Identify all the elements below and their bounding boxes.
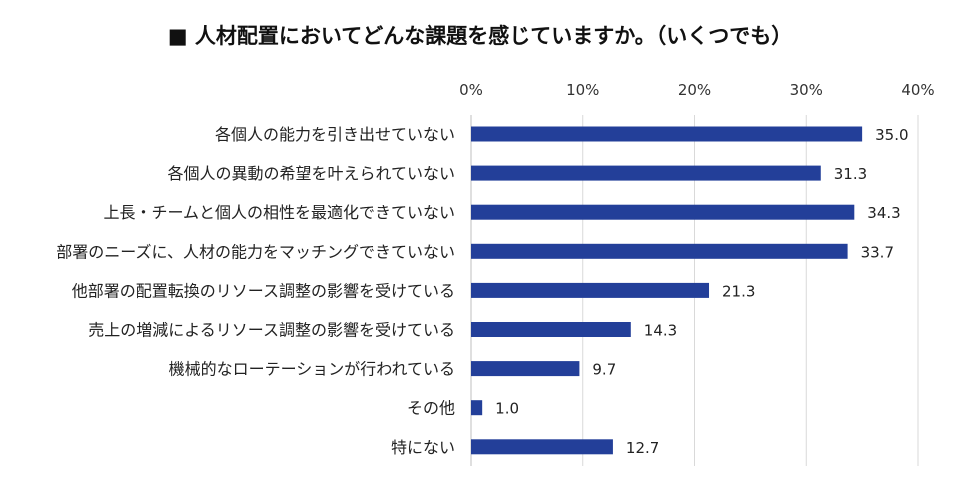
category-label: 機械的なローテーションが行われている [169, 360, 455, 379]
data-label: 21.3 [722, 282, 755, 300]
value-labels: 35.0 31.3 34.3 33.7 21.3 14.3 9.7 1.0 12.7 [495, 126, 908, 457]
category-label: 他部署の配置転換のリソース調整の影響を受けている [72, 281, 455, 300]
bars [471, 126, 863, 455]
category-label: 売上の増減によるリソース調整の影響を受けている [88, 321, 455, 340]
data-label: 9.7 [592, 361, 616, 379]
x-tick-label: 0% [459, 81, 483, 99]
bar [471, 165, 821, 181]
bar [471, 322, 631, 337]
bar [471, 126, 863, 142]
x-tick-label: 20% [678, 81, 711, 99]
category-label: その他 [407, 399, 455, 418]
data-label: 35.0 [875, 126, 908, 144]
category-label: 特にない [391, 438, 455, 457]
x-tick-label: 30% [790, 81, 823, 99]
data-label: 14.3 [644, 322, 677, 340]
bar [471, 282, 710, 298]
data-label: 31.3 [834, 165, 867, 183]
bar [471, 361, 580, 377]
bar [471, 204, 855, 220]
category-label: 各個人の異動の希望を叶えられていない [167, 164, 455, 183]
category-label: 上長・チームと個人の相性を最適化できていない [103, 203, 455, 222]
bar [471, 400, 483, 416]
category-label: 各個人の能力を引き出せていない [215, 125, 455, 144]
data-label: 33.7 [861, 243, 894, 261]
category-label: 部署のニーズに、人材の能力をマッチングできていない [56, 242, 455, 261]
data-label: 12.7 [626, 439, 659, 457]
data-label: 34.3 [867, 204, 900, 222]
chart-title: ■ 人材配置においてどんな課題を感じていますか。（いくつでも） [167, 24, 793, 48]
bar [471, 243, 848, 259]
category-labels: 各個人の能力を引き出せていない各個人の異動の希望を叶えられていない上長・チームと… [56, 125, 455, 457]
x-tick-label: 10% [566, 81, 599, 99]
x-tick-label: 40% [901, 81, 934, 99]
data-label: 1.0 [495, 400, 519, 418]
bar [471, 439, 613, 455]
x-axis-ticks: 0% 10% 20% 30% 40% [459, 81, 935, 99]
